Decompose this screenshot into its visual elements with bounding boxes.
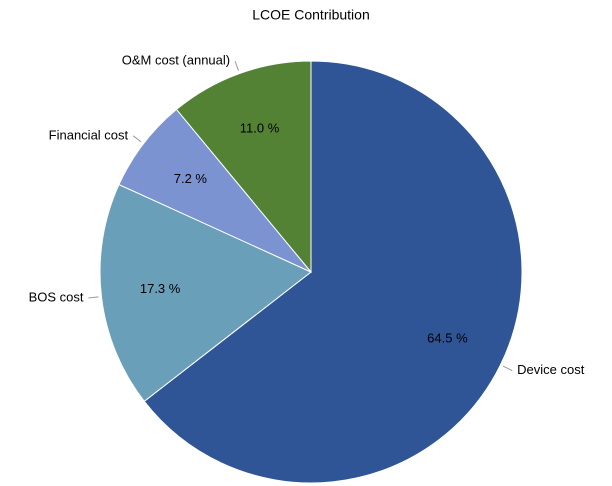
chart-title: LCOE Contribution bbox=[252, 7, 370, 23]
leader-line bbox=[502, 365, 513, 371]
pie-slice bbox=[175, 60, 312, 274]
leader-line bbox=[132, 135, 142, 143]
data-label: 7.2 % bbox=[174, 171, 208, 186]
leader-line bbox=[234, 61, 239, 71]
slice-label: Device cost bbox=[517, 362, 585, 377]
data-label: 17.3 % bbox=[140, 281, 181, 296]
data-label: 11.0 % bbox=[240, 120, 280, 135]
slice-label: O&M cost (annual) bbox=[122, 53, 230, 68]
slice-label: BOS cost bbox=[29, 289, 84, 304]
slice-label: Financial cost bbox=[49, 127, 129, 142]
pie-slice bbox=[143, 60, 523, 484]
data-label: 64.5 % bbox=[427, 330, 468, 345]
pie-slice bbox=[99, 183, 312, 403]
leader-line bbox=[88, 296, 99, 299]
